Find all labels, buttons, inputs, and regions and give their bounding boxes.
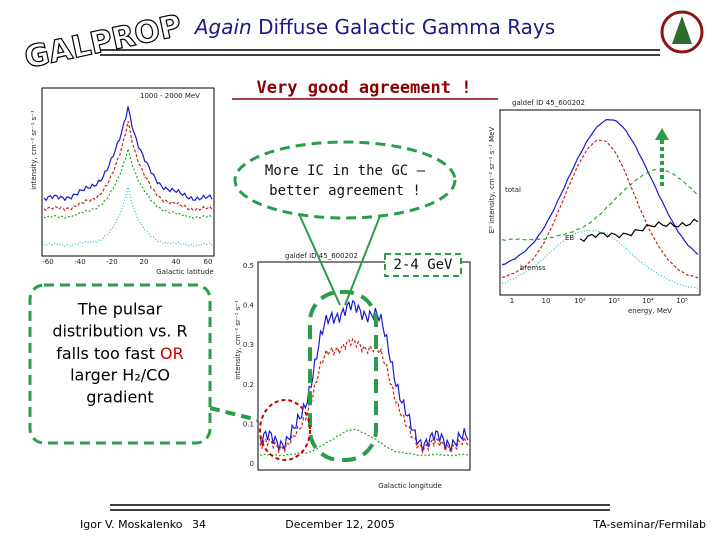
title-rest: Diffuse Galactic Gamma Rays: [258, 15, 555, 39]
pulsar-pointer: [209, 406, 259, 422]
x-tick-label: 20: [140, 258, 149, 266]
curve-label: bremss: [520, 264, 546, 272]
curve: [259, 299, 469, 452]
latitude-plot: -60 -40 -20 20 40 60 Galactic latitude intensit…: [30, 87, 215, 276]
x-tick-label: -60: [42, 258, 53, 266]
curve: [43, 106, 213, 202]
headline: Very good agreement !: [257, 78, 472, 98]
pulsar-line: The pulsar: [77, 300, 163, 319]
x-axis-label: Galactic longitude: [378, 482, 442, 490]
band-label: 2-4 GeV: [393, 257, 453, 273]
x-tick-label: 10²: [574, 297, 586, 305]
y-tick-label: 0.5: [243, 262, 254, 270]
x-axis-label: Galactic latitude: [156, 268, 213, 276]
y-axis-label: intensity, cm⁻² sr⁻¹ s⁻¹: [30, 110, 38, 190]
title-italic: Again: [193, 15, 252, 39]
y-tick-label: 0: [250, 460, 254, 468]
plot-frame: [41, 87, 215, 257]
y-tick-label: 0.4: [243, 302, 255, 310]
pulsar-line: falls too fast: [56, 344, 155, 363]
band-box: [384, 253, 462, 277]
curve-label: total: [505, 186, 521, 194]
page-number: 34: [192, 518, 206, 531]
x-tick-label: 10⁵: [676, 297, 688, 305]
ic-pointer: [299, 215, 381, 306]
ic-callout: [233, 140, 457, 220]
y-axis-label: intensity, cm⁻² sr⁻¹ s⁻¹: [234, 300, 242, 380]
curve: [259, 338, 469, 455]
pulsar-highlight: OR: [160, 344, 184, 363]
spectrum-plot: 1 10 10² 10³ 10⁴ 10⁵ energy, MeV E² intensity, …: [488, 99, 701, 315]
curve: [43, 185, 213, 248]
plot-note: 1000 - 2000 MeV: [140, 92, 200, 100]
x-axis-label: energy, MeV: [628, 307, 672, 315]
pulsar-text: The pulsar distribution vs. R falls too …: [52, 300, 187, 407]
seal-tree: [672, 16, 692, 44]
x-tick-label: 40: [172, 258, 181, 266]
curve: [501, 118, 699, 266]
footer-venue: TA-seminar/Fermilab: [592, 518, 706, 531]
y-tick-label: 0.3: [243, 341, 254, 349]
curve: [501, 168, 699, 241]
y-tick-label: 0.2: [243, 381, 254, 389]
plot-note: galdef ID 45_600202: [512, 99, 585, 107]
footer-date: December 12, 2005: [285, 518, 395, 531]
x-tick-label: 1: [510, 297, 514, 305]
author: Igor V. Moskalenko: [80, 518, 183, 531]
pulsar-line: distribution vs. R: [52, 322, 187, 341]
pulsar-line: falls too fast OR: [56, 344, 184, 363]
x-tick-label: -40: [74, 258, 85, 266]
curve: [579, 218, 699, 242]
curve: [501, 139, 699, 279]
x-tick-label: 60: [204, 258, 213, 266]
plot-note: galdef ID 45_600202: [285, 252, 358, 260]
pulsar-callout: [28, 283, 212, 445]
x-tick-label: 10: [542, 297, 551, 305]
edge-highlight: [259, 399, 311, 461]
x-tick-label: 10³: [608, 297, 620, 305]
y-tick-label: 0.1: [243, 420, 254, 428]
center-highlight: [308, 290, 378, 462]
ic-text: better agreement !: [269, 183, 421, 199]
y-axis-label: E² intensity, cm⁻² sr⁻¹ s⁻¹ MeV: [488, 127, 496, 234]
ic-text: More IC in the GC –: [265, 163, 426, 179]
pulsar-line: larger H₂/CO: [70, 366, 170, 385]
curve: [43, 148, 213, 219]
curve-label: EB: [565, 234, 574, 242]
curve: [259, 428, 469, 457]
arrow-head: [655, 128, 669, 140]
x-tick-label: 10⁴: [642, 297, 654, 305]
curve: [43, 120, 213, 212]
footer-author: Igor V. Moskalenko 34: [80, 518, 206, 531]
pulsar-line: gradient: [86, 388, 153, 407]
title: Again Diffuse Galactic Gamma Rays: [193, 15, 555, 39]
x-tick-label: -20: [106, 258, 117, 266]
